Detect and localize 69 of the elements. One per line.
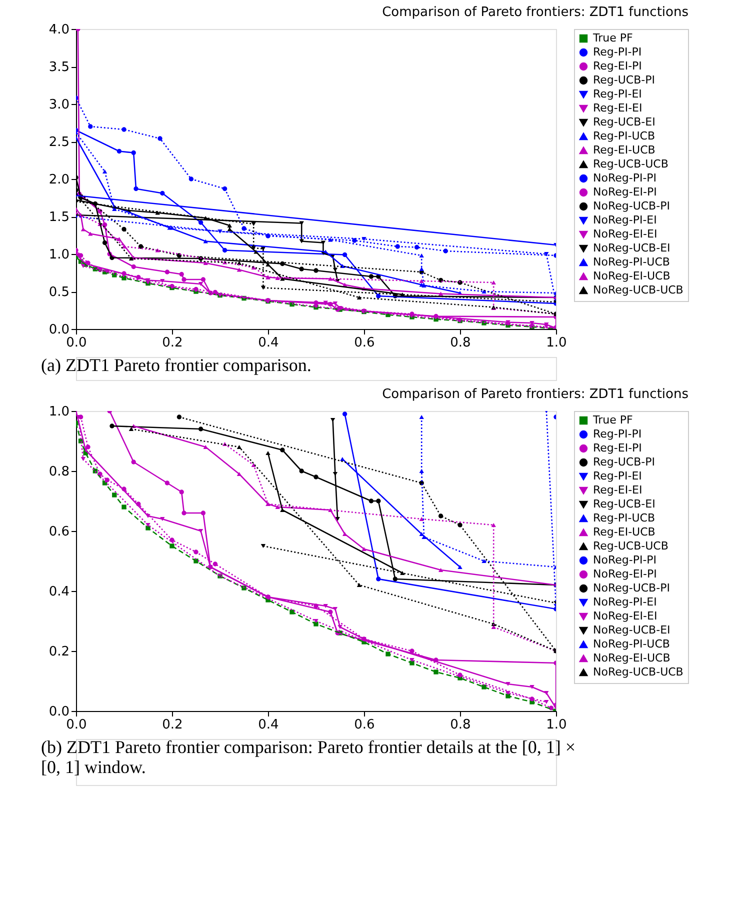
legend-label: Reg-PI-PI bbox=[593, 46, 642, 58]
legend-label: NoReg-EI-PI bbox=[593, 568, 657, 580]
legend-label: NoReg-UCB-UCB bbox=[593, 666, 684, 678]
legend-label: NoReg-UCB-EI bbox=[593, 624, 670, 636]
x-tick-label: 0.6 bbox=[354, 718, 375, 732]
y-tick-label: 0.5 bbox=[48, 285, 70, 300]
legend-label: NoReg-EI-EI bbox=[593, 610, 658, 622]
legend-label: Reg-UCB-PI bbox=[593, 456, 655, 468]
chart-title: Comparison of Pareto frontiers: ZDT1 functions bbox=[382, 5, 689, 20]
y-tick-label: 2.5 bbox=[48, 135, 70, 150]
legend-label: Reg-PI-UCB bbox=[593, 130, 655, 142]
y-tick-label: 0.2 bbox=[48, 644, 70, 660]
legend-label: NoReg-PI-UCB bbox=[593, 256, 670, 268]
x-tick-label: 0.4 bbox=[258, 718, 279, 732]
text: (b) ZDT1 Pareto frontier comparison: Pareto frontier details at the [0, 1] × [0, 1] window. bbox=[41, 737, 576, 777]
text: (a) ZDT1 Pareto frontier comparison. bbox=[41, 355, 312, 375]
legend-label: Reg-UCB-PI bbox=[593, 74, 655, 86]
x-tick-label: 0.2 bbox=[162, 336, 183, 350]
x-tick-label: 0.4 bbox=[258, 336, 279, 350]
x-tick-label: 0.6 bbox=[354, 336, 375, 350]
legend-label: True PF bbox=[592, 32, 633, 44]
legend-label: Reg-PI-UCB bbox=[593, 512, 655, 524]
x-tick-label: 0.0 bbox=[66, 718, 87, 732]
legend-label: NoReg-PI-UCB bbox=[593, 638, 670, 650]
legend-label: NoReg-EI-EI bbox=[593, 228, 658, 240]
y-tick-label: 0.4 bbox=[48, 584, 70, 600]
legend-label: True PF bbox=[592, 414, 633, 426]
legend-label: Reg-UCB-EI bbox=[593, 498, 656, 510]
legend-label: Reg-EI-UCB bbox=[593, 526, 656, 538]
y-tick-label: 1.0 bbox=[48, 404, 70, 420]
x-tick-label: 0.8 bbox=[450, 718, 471, 732]
legend-label: Reg-EI-UCB bbox=[593, 144, 656, 156]
y-tick-label: 2.0 bbox=[48, 172, 70, 188]
legend-label: NoReg-UCB-UCB bbox=[593, 284, 684, 296]
x-tick-label: 0.0 bbox=[66, 336, 87, 350]
legend-label: NoReg-EI-UCB bbox=[593, 652, 670, 664]
x-tick-label: 1.0 bbox=[546, 336, 567, 350]
legend-label: Reg-UCB-EI bbox=[593, 116, 656, 128]
y-tick-label: 3.0 bbox=[48, 98, 70, 112]
legend-label: Reg-EI-EI bbox=[593, 102, 642, 114]
legend-label: Reg-PI-EI bbox=[593, 88, 642, 100]
y-tick-label: 3.5 bbox=[48, 60, 70, 75]
chart-title: Comparison of Pareto frontiers: ZDT1 functions bbox=[382, 387, 689, 402]
y-tick-label: 4.0 bbox=[48, 22, 70, 38]
legend-label: NoReg-UCB-PI bbox=[593, 200, 670, 212]
legend-label: NoReg-EI-UCB bbox=[593, 270, 670, 282]
y-tick-label: 0.8 bbox=[48, 464, 70, 480]
legend-label: NoReg-UCB-EI bbox=[593, 242, 670, 254]
legend-label: NoReg-PI-EI bbox=[593, 596, 657, 608]
legend-label: Reg-UCB-UCB bbox=[593, 158, 668, 170]
legend-label: NoReg-PI-PI bbox=[593, 554, 657, 566]
y-tick-label: 0.6 bbox=[48, 524, 70, 540]
y-tick-label: 1.5 bbox=[48, 210, 70, 225]
legend-label: Reg-EI-PI bbox=[593, 60, 642, 72]
y-tick-label: 0.0 bbox=[48, 322, 70, 338]
legend-label: NoReg-PI-EI bbox=[593, 214, 657, 226]
legend-label: Reg-PI-PI bbox=[593, 428, 642, 440]
y-tick-label: 1.0 bbox=[48, 248, 70, 262]
x-tick-label: 0.2 bbox=[162, 718, 183, 732]
legend-label: Reg-EI-EI bbox=[593, 484, 642, 496]
legend-label: Reg-PI-EI bbox=[593, 470, 642, 482]
x-tick-label: 1.0 bbox=[546, 718, 567, 732]
legend-label: NoReg-EI-PI bbox=[593, 186, 657, 198]
x-tick-label: 0.8 bbox=[450, 336, 471, 350]
legend-label: Reg-EI-PI bbox=[593, 442, 642, 454]
y-tick-label: 0.0 bbox=[48, 704, 70, 720]
legend-label: NoReg-PI-PI bbox=[593, 172, 657, 184]
legend-label: Reg-UCB-UCB bbox=[593, 540, 668, 552]
legend-label: NoReg-UCB-PI bbox=[593, 582, 670, 594]
